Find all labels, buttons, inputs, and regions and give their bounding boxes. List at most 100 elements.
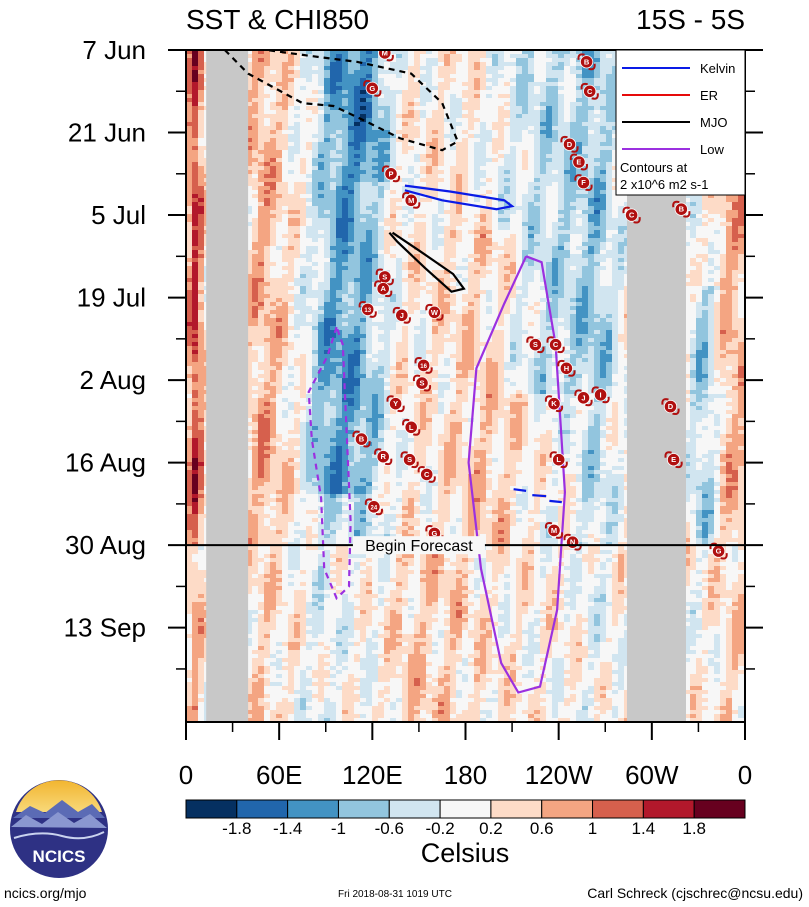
sst-cell (312, 678, 319, 683)
sst-cell (270, 50, 277, 55)
sst-cell (192, 230, 199, 235)
sst-cell (270, 550, 277, 555)
sst-cell (348, 382, 355, 387)
sst-cell (252, 502, 259, 507)
sst-cell (252, 50, 259, 55)
sst-cell (258, 82, 265, 87)
sst-cell (324, 322, 331, 327)
sst-cell (276, 54, 283, 59)
sst-cell (282, 78, 289, 83)
sst-cell (318, 310, 325, 315)
sst-cell (198, 54, 205, 59)
sst-cell (342, 318, 349, 323)
sst-cell (186, 142, 193, 147)
sst-cell (300, 458, 307, 463)
sst-cell (360, 166, 367, 171)
sst-cell (324, 534, 331, 539)
sst-cell (318, 66, 325, 71)
sst-cell (258, 530, 265, 535)
sst-cell (246, 174, 253, 179)
sst-cell (192, 142, 199, 147)
sst-cell (300, 482, 307, 487)
sst-cell (264, 90, 271, 95)
sst-cell (252, 390, 259, 395)
sst-cell (264, 430, 271, 435)
sst-cell (300, 714, 307, 719)
sst-cell (252, 86, 259, 91)
sst-cell (198, 486, 205, 491)
sst-cell (258, 454, 265, 459)
sst-cell (198, 482, 205, 487)
sst-cell (270, 134, 277, 139)
sst-cell (186, 350, 193, 355)
sst-cell (270, 642, 277, 647)
sst-cell (360, 286, 367, 291)
sst-cell (354, 718, 361, 722)
sst-cell (252, 182, 259, 187)
sst-cell (300, 82, 307, 87)
sst-cell (294, 258, 301, 263)
sst-cell (360, 510, 367, 515)
sst-cell (318, 574, 325, 579)
sst-cell (330, 122, 337, 127)
sst-cell (264, 74, 271, 79)
sst-cell (276, 618, 283, 623)
sst-cell (186, 154, 193, 159)
sst-cell (192, 182, 199, 187)
sst-cell (264, 450, 271, 455)
sst-cell (192, 710, 199, 715)
sst-cell (270, 410, 277, 415)
sst-cell (264, 142, 271, 147)
sst-cell (312, 578, 319, 583)
sst-cell (246, 454, 253, 459)
sst-cell (336, 214, 343, 219)
sst-cell (192, 562, 199, 567)
sst-cell (294, 106, 301, 111)
sst-cell (360, 158, 367, 163)
sst-cell (306, 630, 313, 635)
sst-cell (330, 334, 337, 339)
sst-cell (348, 150, 355, 155)
sst-cell (306, 222, 313, 227)
sst-cell (186, 630, 193, 635)
sst-cell (300, 402, 307, 407)
sst-cell (348, 502, 355, 507)
sst-cell (264, 558, 271, 563)
sst-cell (348, 598, 355, 603)
sst-cell (348, 330, 355, 335)
sst-cell (336, 562, 343, 567)
sst-cell (288, 518, 295, 523)
sst-cell (282, 522, 289, 527)
sst-cell (276, 58, 283, 63)
sst-cell (312, 262, 319, 267)
sst-cell (354, 86, 361, 91)
sst-cell (318, 482, 325, 487)
sst-cell (186, 206, 193, 211)
sst-cell (312, 146, 319, 151)
sst-cell (186, 694, 193, 699)
sst-cell (300, 618, 307, 623)
sst-cell (258, 710, 265, 715)
sst-cell (336, 674, 343, 679)
sst-cell (300, 78, 307, 83)
sst-cell (252, 670, 259, 675)
sst-cell (330, 602, 337, 607)
sst-cell (330, 682, 337, 687)
sst-cell (342, 114, 349, 119)
sst-cell (288, 334, 295, 339)
sst-cell (186, 534, 193, 539)
sst-cell (306, 426, 313, 431)
sst-cell (192, 546, 199, 551)
sst-cell (324, 462, 331, 467)
sst-cell (324, 690, 331, 695)
sst-cell (186, 454, 193, 459)
sst-cell (336, 98, 343, 103)
sst-cell (252, 422, 259, 427)
sst-cell (306, 626, 313, 631)
sst-cell (324, 486, 331, 491)
sst-cell (186, 418, 193, 423)
sst-cell (342, 230, 349, 235)
sst-cell (288, 534, 295, 539)
sst-cell (276, 638, 283, 643)
sst-cell (288, 358, 295, 363)
